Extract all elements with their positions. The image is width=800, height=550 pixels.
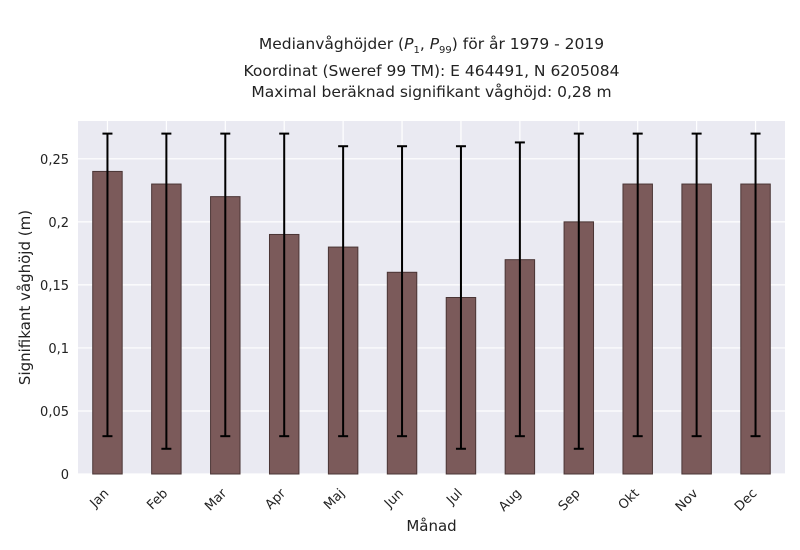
title-line-2: Koordinat (Sweref 99 TM): E 464491, N 62…: [243, 62, 620, 81]
x-tick-label: Nov: [673, 486, 702, 515]
x-tick-label: Sep: [556, 486, 584, 514]
title-p99-subscript: 99: [439, 45, 452, 57]
y-tick-label: 0,1: [48, 342, 69, 357]
y-tick-labels: 0 0,05 0,1 0,15 0,2 0,25: [40, 153, 69, 483]
title-comma: ,: [419, 35, 430, 53]
x-tick-label: Mar: [202, 486, 230, 514]
x-tick-label: Jan: [87, 486, 112, 511]
title-line-1: Medianvåghöjder (P1, P99) för år 1979 - …: [78, 34, 785, 61]
error-bar-apr: [279, 132, 290, 438]
x-tick-label: Feb: [144, 486, 171, 513]
error-bar-maj: [338, 145, 349, 438]
y-tick-label: 0,2: [48, 216, 69, 231]
y-tick-label: 0,25: [40, 153, 69, 168]
title-line-1-suffix: ) för år 1979 - 2019: [451, 35, 605, 53]
x-tick-label: Jun: [381, 486, 407, 512]
error-bar-okt: [632, 132, 643, 438]
error-bar-dec: [750, 132, 761, 438]
title-p1-symbol: P: [404, 35, 414, 53]
x-tick-label: Okt: [616, 486, 643, 513]
x-tick-label: Jul: [443, 486, 465, 508]
title-line-1-prefix: Medianvåghöjder (: [258, 35, 405, 53]
x-tick-label: Apr: [263, 486, 290, 513]
error-bars: [102, 132, 761, 450]
x-tick-label: Maj: [321, 486, 348, 513]
error-bar-nov: [691, 132, 702, 438]
x-axis-label: Månad: [406, 517, 456, 535]
error-bar-jul: [455, 145, 466, 450]
error-bar-aug: [514, 141, 525, 438]
y-axis-label: Signifikant våghöjd (m): [16, 210, 34, 385]
error-bar-jan: [102, 132, 113, 438]
y-tick-label: 0,05: [40, 405, 69, 420]
error-bar-sep: [573, 132, 584, 450]
x-tick-label: Dec: [732, 486, 760, 514]
x-tick-label: Aug: [496, 486, 525, 515]
plot-area: [78, 121, 785, 474]
chart-title: Medianvåghöjder (P1, P99) för år 1979 - …: [78, 34, 785, 103]
y-tick-label: 0,15: [40, 279, 69, 294]
title-p1-subscript: 1: [413, 45, 420, 57]
y-tick-label: 0: [61, 468, 69, 483]
error-bar-feb: [161, 132, 172, 450]
x-tick-labels: Jan Feb Mar Apr Maj Jun Jul Aug Sep Okt Nov Dec: [87, 486, 761, 515]
title-line-3: Maximal beräknad signifikant våghöjd: 0,…: [251, 83, 612, 102]
error-bar-jun: [397, 145, 408, 438]
error-bar-mar: [220, 132, 231, 438]
title-p99-symbol: P: [429, 35, 440, 53]
